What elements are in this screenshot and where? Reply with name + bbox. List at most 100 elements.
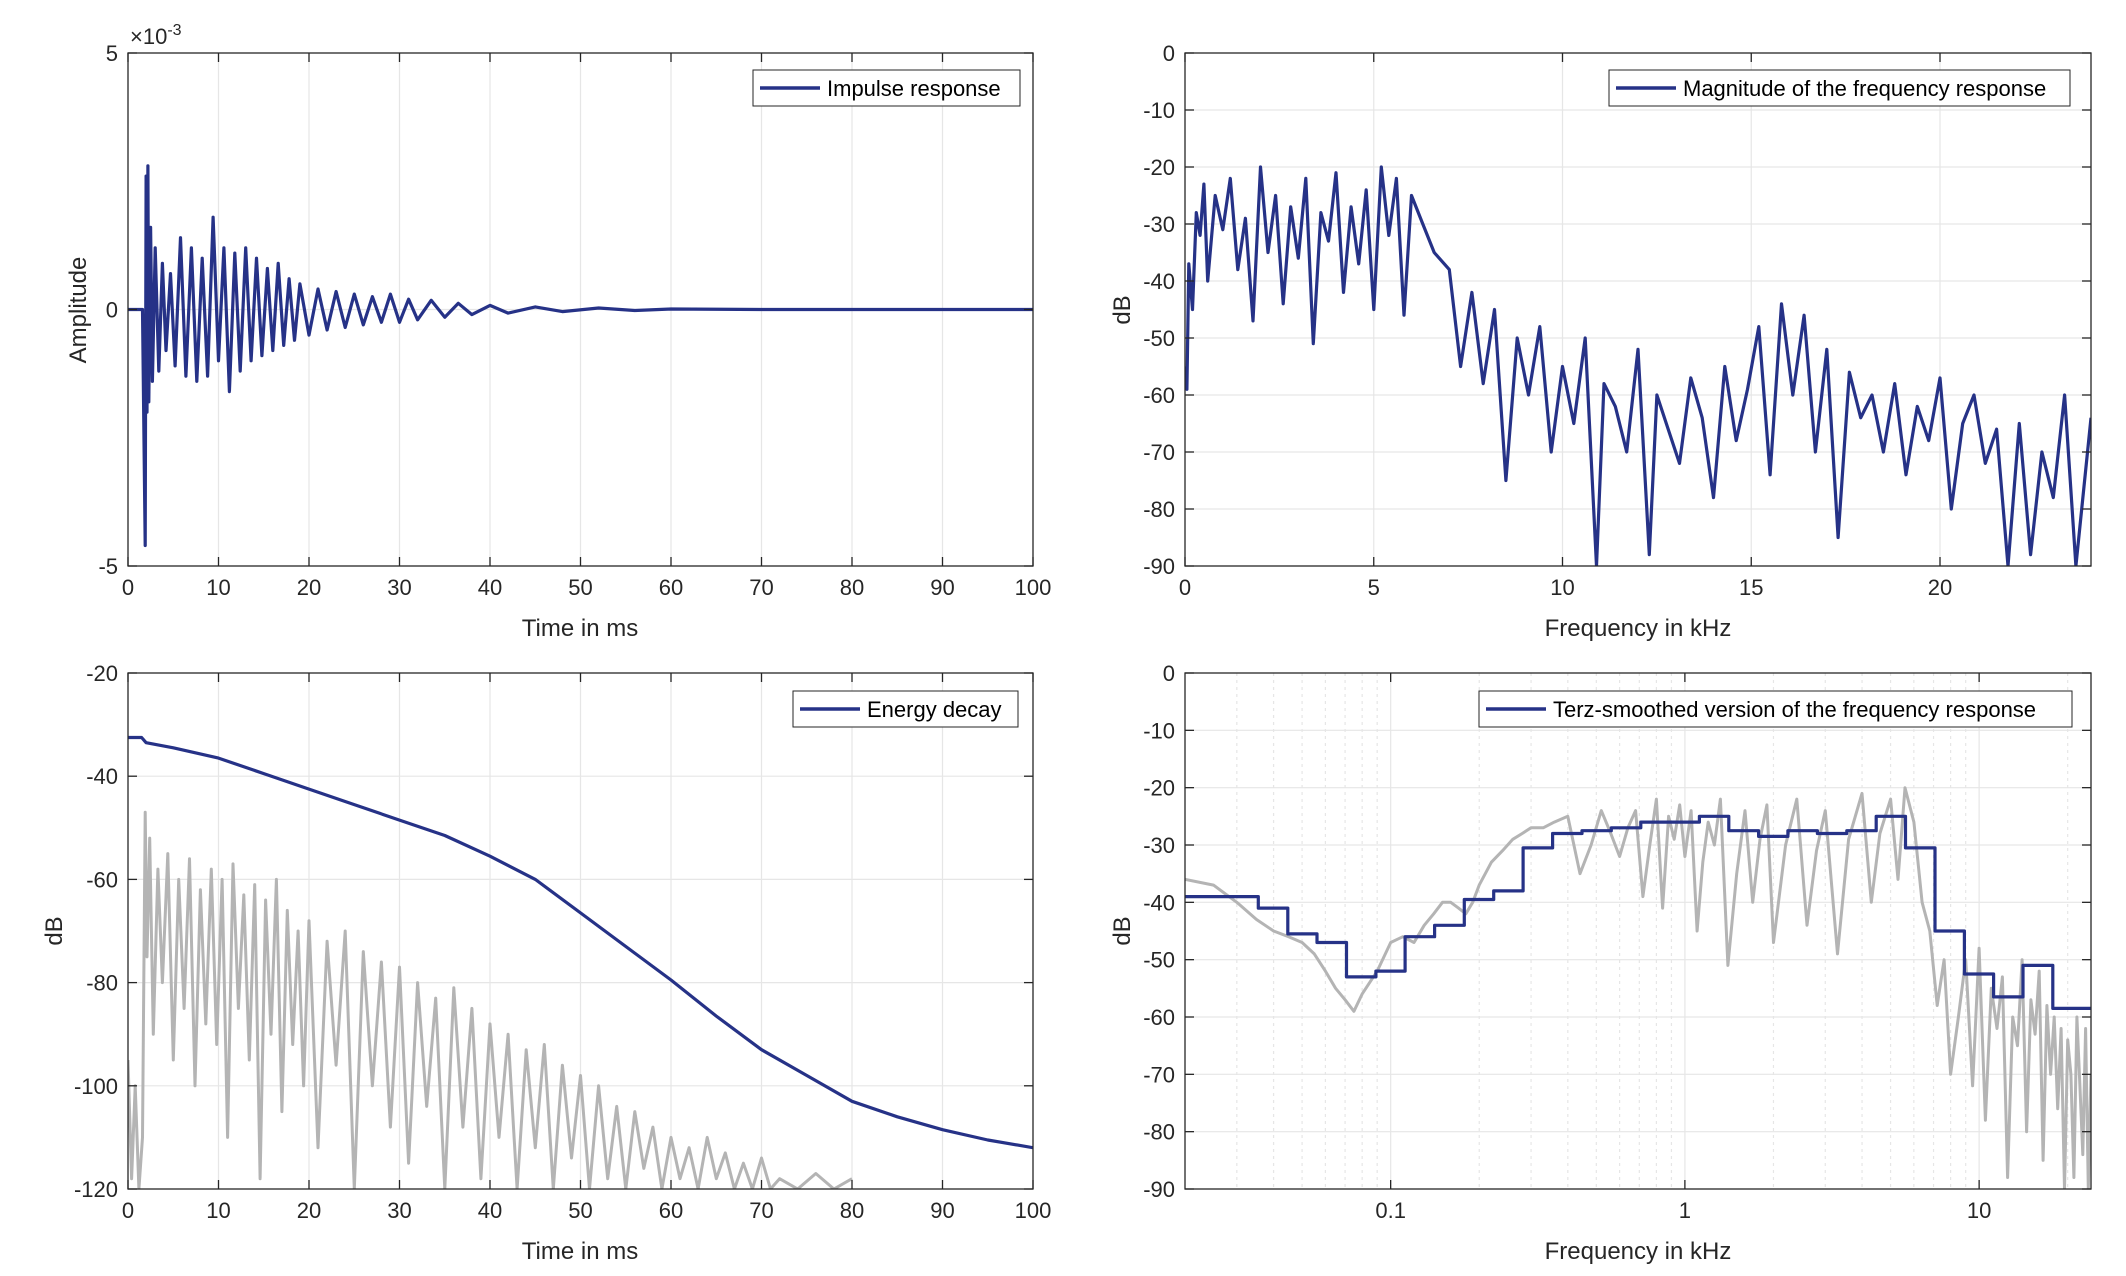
impulse-y-tick-label: 5 [106,41,118,66]
energy-plot-area [128,735,1033,1189]
terz-y-tick-label: -70 [1143,1062,1175,1087]
energy-y-tick-label: -40 [86,764,118,789]
magnitude-plot-area [1185,165,2091,566]
terz-plot-area [1185,786,2091,1189]
magnitude-y-tick-label: -90 [1143,554,1175,579]
energy-x-tick-label: 80 [840,1198,864,1223]
terz-legend: Terz-smoothed version of the frequency r… [1478,690,2073,728]
impulse-y-axis-label: Amplitude [65,257,92,364]
terz-x-ticks: 0.1 1 10 [1375,673,1991,1223]
energy-legend: Energy decay [792,690,1019,728]
terz-x-tick-label: 10 [1967,1198,1991,1223]
energy-y-ticks: -20 -40 -60 -80 -100 -120 [74,661,1033,1202]
terz-legend-label: Terz-smoothed version of the frequency r… [1553,697,2036,722]
terz-x-axis-label: Frequency in kHz [1545,1238,1732,1265]
impulse-exponent-power: -3 [167,22,181,39]
magnitude-x-ticks: 0 5 10 15 20 [1179,53,1952,600]
energy-legend-box [792,690,1019,728]
magnitude-x-tick-label: 15 [1739,575,1763,600]
impulse-x-axis-label: Time in ms [522,615,638,642]
impulse-x-tick-label: 100 [1015,575,1052,600]
panel-impulse-response: 0 10 20 30 40 50 60 70 80 90 100 -505 Time in ms A… [65,22,1051,642]
magnitude-y-tick-label: -70 [1143,440,1175,465]
magnitude-grid [1185,53,2091,566]
magnitude-y-ticks: 0 -10 -20 -30 -40 -50 -60 -70 -80 -90 [1143,41,2091,579]
energy-y-tick-label: -20 [86,661,118,686]
magnitude-x-tick-label: 10 [1550,575,1574,600]
energy-x-tick-label: 60 [659,1198,683,1223]
energy-raw-series-line [128,810,853,1189]
energy-legend-label: Energy decay [867,697,1002,722]
terz-grid [1185,673,2091,1189]
energy-x-tick-label: 0 [122,1198,134,1223]
magnitude-y-tick-label: -80 [1143,497,1175,522]
impulse-x-tick-label: 40 [478,575,502,600]
terz-y-ticks: 0 -10 -20 -30 -40 -50 -60 -70 -80 -90 [1143,661,2091,1202]
magnitude-series-line [1185,165,2091,566]
terz-y-tick-label: -50 [1143,948,1175,973]
magnitude-x-tick-label: 0 [1179,575,1191,600]
magnitude-legend: Magnitude of the frequency response [1608,69,2071,107]
magnitude-y-tick-label: -10 [1143,98,1175,123]
impulse-x-tick-label: 20 [297,575,321,600]
terz-y-tick-label: 0 [1163,661,1175,686]
terz-x-tick-label: 1 [1679,1198,1691,1223]
impulse-x-tick-label: 60 [659,575,683,600]
magnitude-y-tick-label: -30 [1143,212,1175,237]
panel-terz-smoothed: 0.1 1 10 0 -10 -20 -30 -40 -50 -60 -70 -80 -90 Freq… [1109,661,2092,1265]
energy-x-tick-label: 70 [749,1198,773,1223]
magnitude-legend-box [1608,69,2071,107]
impulse-legend: Impulse response [752,69,1021,107]
magnitude-y-tick-label: -20 [1143,155,1175,180]
impulse-y-ticks: -5 0 5 [98,41,1033,579]
magnitude-y-tick-label: -60 [1143,383,1175,408]
terz-series-line [1185,814,2091,1011]
magnitude-axes-box [1184,52,2092,567]
panel-energy-decay: 0 10 20 30 40 50 60 70 80 90 100 -20-40-60-80-100-… [41,661,1051,1265]
impulse-x-tick-label: 30 [387,575,411,600]
energy-series-line [128,735,1033,1150]
terz-y-tick-label: -10 [1143,718,1175,743]
energy-y-axis-label: dB [41,916,68,945]
impulse-legend-label: Impulse response [827,76,1001,101]
impulse-x-tick-label: 70 [749,575,773,600]
energy-y-tick-label: -60 [86,867,118,892]
energy-x-tick-label: 20 [297,1198,321,1223]
terz-y-tick-label: -80 [1143,1120,1175,1145]
magnitude-x-tick-label: 20 [1928,575,1952,600]
impulse-x-tick-label: 90 [930,575,954,600]
terz-y-tick-label: -40 [1143,890,1175,915]
impulse-series-line [128,164,1033,548]
magnitude-y-axis-label: dB [1109,295,1136,324]
panel-magnitude-response: 0 5 10 15 20 0 -10 -20 -30 -40 -50 -60 -70 -80 -90 Fr… [1109,41,2092,642]
energy-y-tick-label: -100 [74,1074,118,1099]
energy-x-tick-label: 90 [930,1198,954,1223]
terz-y-tick-label: -20 [1143,776,1175,801]
magnitude-y-tick-label: -40 [1143,269,1175,294]
terz-y-tick-label: -60 [1143,1005,1175,1030]
terz-y-axis-label: dB [1109,916,1136,945]
terz-x-tick-label: 0.1 [1375,1198,1406,1223]
energy-x-ticks: 0 10 20 30 40 50 60 70 80 90 100 [122,673,1051,1223]
energy-x-tick-label: 50 [568,1198,592,1223]
impulse-x-tick-label: 80 [840,575,864,600]
magnitude-x-axis-label: Frequency in kHz [1545,615,1732,642]
terz-raw-series-line [1185,786,2091,1189]
impulse-x-tick-label: 10 [206,575,230,600]
energy-y-tick-label: -80 [86,971,118,996]
impulse-x-ticks: 0 10 20 30 40 50 60 70 80 90 100 [122,53,1051,600]
terz-axes-box [1184,672,2092,1190]
energy-x-tick-label: 10 [206,1198,230,1223]
energy-x-tick-label: 40 [478,1198,502,1223]
energy-x-axis-label: Time in ms [522,1238,638,1265]
impulse-y-tick-label: -5 [98,554,118,579]
impulse-plot-area [128,164,1033,548]
magnitude-y-tick-label: 0 [1163,41,1175,66]
magnitude-x-tick-label: 5 [1368,575,1380,600]
impulse-y-tick-label: 0 [106,298,118,323]
terz-legend-box [1478,690,2073,728]
impulse-exponent-label: ×10-3 [130,22,182,49]
energy-y-tick-label: -120 [74,1177,118,1202]
